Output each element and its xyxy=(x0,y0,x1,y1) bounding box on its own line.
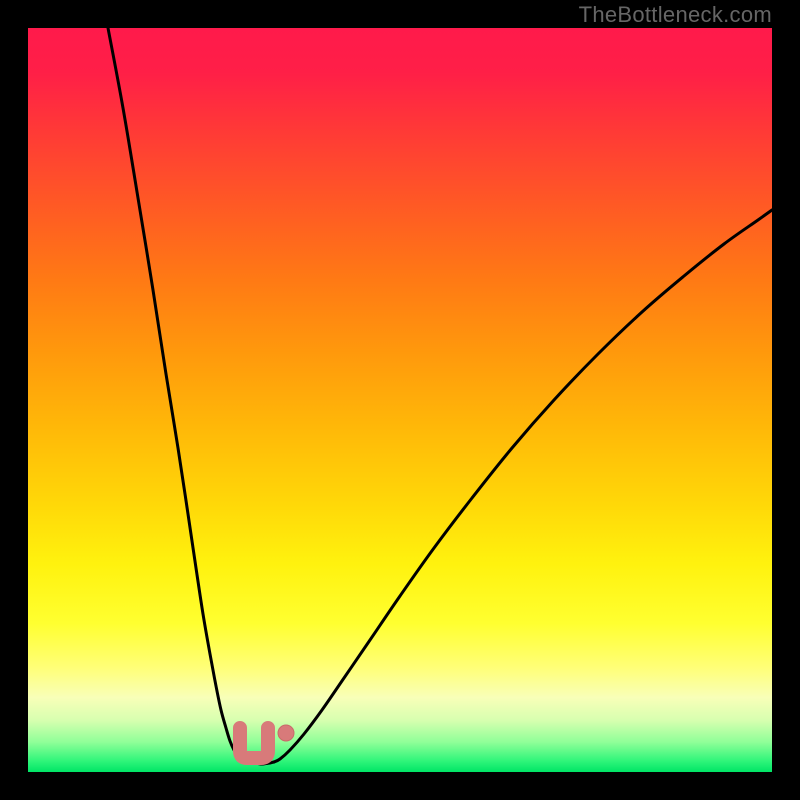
curve-layer xyxy=(28,28,772,772)
valley-dot-marker xyxy=(278,725,294,741)
right-curve xyxy=(274,210,772,762)
left-curve xyxy=(108,28,250,762)
plot-area xyxy=(28,28,772,772)
valley-u-marker xyxy=(240,728,268,758)
watermark-text: TheBottleneck.com xyxy=(579,2,772,28)
